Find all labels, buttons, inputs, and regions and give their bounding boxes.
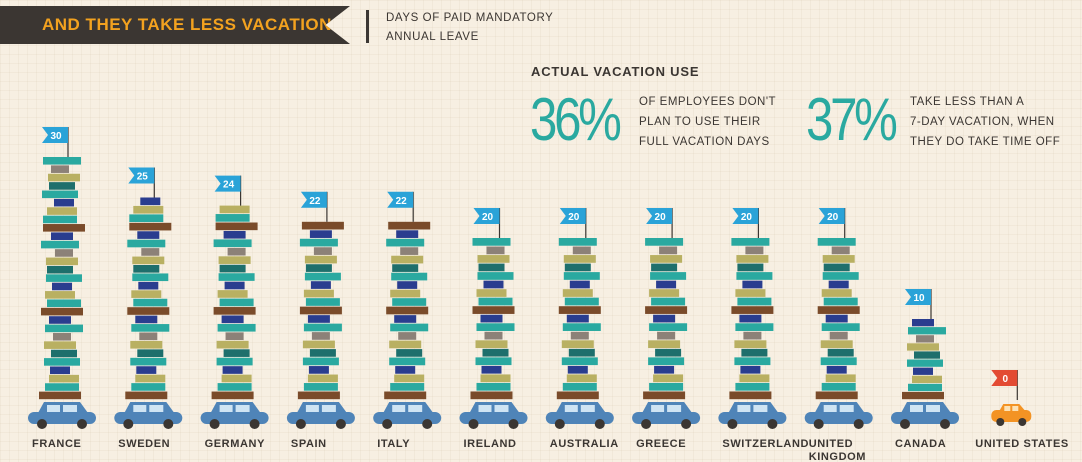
category-label: SPAIN bbox=[291, 438, 327, 450]
luggage-stack bbox=[384, 221, 431, 400]
stat-percent-1: 36% bbox=[530, 86, 622, 153]
luggage-stack bbox=[39, 157, 85, 400]
value-label: 20 bbox=[482, 212, 494, 223]
car-icon bbox=[373, 402, 442, 429]
value-flag: 20 bbox=[559, 208, 587, 238]
category-label: SWITZERLAND bbox=[722, 438, 809, 450]
car-icon bbox=[718, 402, 787, 429]
value-label: 30 bbox=[50, 131, 62, 142]
section-banner: AND THEY TAKE LESS VACATION bbox=[0, 6, 350, 44]
stat-1-line-2: PLAN TO USE THEIR bbox=[639, 116, 761, 128]
luggage-stack bbox=[125, 197, 172, 400]
stat-description-1: OF EMPLOYEES DON'T PLAN TO USE THEIR FUL… bbox=[639, 92, 809, 152]
luggage-stack bbox=[815, 238, 860, 400]
category-label: SWEDEN bbox=[118, 438, 170, 450]
legend-line-1: DAYS OF PAID MANDATORY bbox=[386, 12, 554, 24]
bar-switzerland: 20 SWITZERLAND bbox=[718, 208, 809, 450]
stat-1-line-1: OF EMPLOYEES DON'T bbox=[639, 96, 777, 108]
actual-use-title: ACTUAL VACATION USE bbox=[531, 64, 700, 79]
value-label: 22 bbox=[396, 196, 408, 207]
luggage-stack bbox=[729, 238, 774, 400]
car-icon bbox=[28, 402, 96, 429]
category-label: GREECE bbox=[636, 438, 686, 450]
category-label: AUSTRALIA bbox=[550, 438, 619, 450]
value-flag: 25 bbox=[128, 167, 155, 198]
luggage-stack bbox=[211, 205, 258, 400]
luggage-stack bbox=[556, 238, 601, 400]
stat-2-line-3: THEY DO TAKE TIME OFF bbox=[910, 136, 1061, 148]
bar-italy: 22 ITALY bbox=[373, 191, 442, 450]
value-flag: 0 bbox=[991, 370, 1018, 400]
value-label: 22 bbox=[309, 196, 321, 207]
car-icon bbox=[632, 402, 701, 429]
banner-title: AND THEY TAKE LESS VACATION bbox=[42, 15, 332, 34]
luggage-stack bbox=[902, 319, 946, 400]
stat-description-2: TAKE LESS THAN A 7-DAY VACATION, WHEN TH… bbox=[910, 92, 1080, 152]
car-icon bbox=[200, 402, 269, 429]
car-icon bbox=[891, 402, 959, 429]
value-flag: 20 bbox=[646, 208, 673, 238]
value-flag: 20 bbox=[732, 208, 760, 238]
value-label: 10 bbox=[913, 293, 925, 304]
category-label: FRANCE bbox=[32, 438, 81, 450]
car-icon bbox=[804, 402, 873, 429]
car-icon bbox=[991, 404, 1032, 426]
value-label: 20 bbox=[827, 212, 839, 223]
value-flag: 10 bbox=[905, 289, 932, 319]
luggage-stack bbox=[643, 238, 688, 400]
value-flag: 20 bbox=[473, 208, 501, 238]
category-label: IRELAND bbox=[464, 438, 517, 450]
value-label: 20 bbox=[741, 212, 753, 223]
category-label: CANADA bbox=[895, 438, 946, 450]
bar-australia: 20 AUSTRALIA bbox=[545, 208, 619, 450]
bar-united-states: 0 UNITED STATES bbox=[975, 370, 1069, 450]
value-label: 25 bbox=[137, 172, 149, 183]
category-label: GERMANY bbox=[205, 438, 265, 450]
bar-sweden: 25 SWEDEN bbox=[114, 167, 183, 450]
stat-2-line-1: TAKE LESS THAN A bbox=[910, 96, 1025, 108]
car-icon bbox=[545, 402, 614, 429]
car-icon bbox=[114, 402, 183, 429]
category-label: KINGDOM bbox=[809, 451, 866, 462]
bar-spain: 22 SPAIN bbox=[286, 191, 355, 450]
bar-canada: 10 CANADA bbox=[891, 289, 959, 450]
category-label: ITALY bbox=[377, 438, 410, 450]
car-icon bbox=[459, 402, 528, 429]
value-label: 20 bbox=[568, 212, 580, 223]
bar-germany: 24 GERMANY bbox=[200, 175, 269, 450]
value-flag: 22 bbox=[387, 191, 414, 222]
bar-france: 30 FRANCE bbox=[28, 127, 96, 450]
value-flag: 24 bbox=[214, 175, 242, 206]
value-label: 20 bbox=[655, 212, 667, 223]
category-label: UNITED STATES bbox=[975, 438, 1069, 450]
value-flag: 30 bbox=[42, 127, 69, 157]
bar-ireland: 20 IRELAND bbox=[459, 208, 528, 450]
stat-1-line-3: FULL VACATION DAYS bbox=[639, 136, 770, 148]
bar-greece: 20 GREECE bbox=[632, 208, 701, 450]
value-label: 24 bbox=[223, 180, 235, 191]
luggage-stack bbox=[470, 238, 515, 400]
value-flag: 22 bbox=[300, 191, 328, 222]
car-icon bbox=[286, 402, 355, 429]
luggage-stack bbox=[297, 221, 344, 400]
legend-line-2: ANNUAL LEAVE bbox=[386, 31, 479, 43]
value-flag: 20 bbox=[818, 208, 846, 238]
category-label: UNITED bbox=[809, 438, 854, 450]
stat-2-line-2: 7-DAY VACATION, WHEN bbox=[910, 116, 1055, 128]
stat-percent-2: 37% bbox=[806, 86, 898, 153]
legend-marker bbox=[366, 10, 369, 43]
legend: DAYS OF PAID MANDATORY ANNUAL LEAVE bbox=[386, 9, 586, 47]
value-label: 0 bbox=[1003, 374, 1009, 385]
